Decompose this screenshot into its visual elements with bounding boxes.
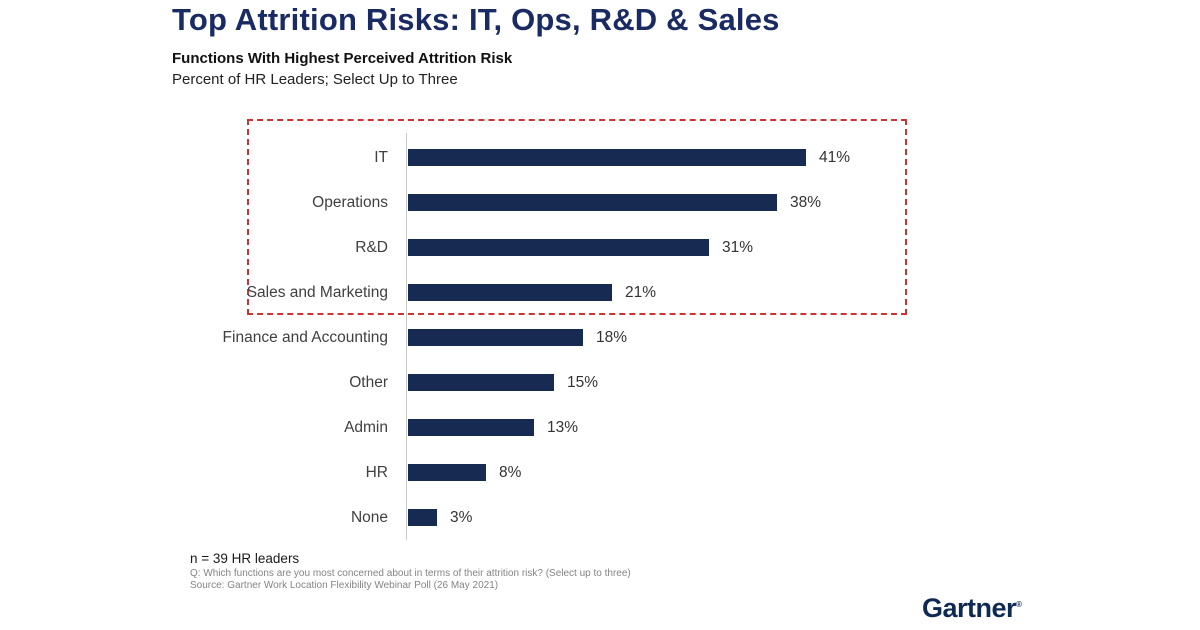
value-label: 41% [819,148,851,166]
bar [408,239,709,256]
chart-row: Operations 38% [0,180,960,225]
category-label: IT [374,148,388,166]
chart-row: IT 41% [0,135,960,180]
bar-chart: IT 41% Operations 38% R&D 31% Sales and Market… [0,135,960,540]
category-label: Operations [312,193,388,211]
value-label: 8% [499,463,522,481]
question-note: Q: Which functions are you most concerne… [190,568,631,579]
chart-row: HR 8% [0,450,960,495]
bar [408,509,437,526]
bar [408,419,534,436]
bar [408,194,777,211]
bar [408,284,612,301]
bar [408,464,486,481]
category-label: Admin [344,418,388,436]
value-label: 31% [722,238,754,256]
chart-row: None 3% [0,495,960,540]
chart-subtitle-bold: Functions With Highest Perceived Attriti… [172,50,513,67]
category-label: R&D [355,238,388,256]
category-label: Sales and Marketing [246,283,388,301]
chart-row: Admin 13% [0,405,960,450]
value-label: 13% [547,418,579,436]
chart-row: Sales and Marketing 21% [0,270,960,315]
value-label: 38% [790,193,822,211]
chart-axis-line [406,133,407,540]
category-label: Other [349,373,388,391]
sample-size-note: n = 39 HR leaders [190,551,300,566]
page-title: Top Attrition Risks: IT, Ops, R&D & Sale… [172,2,780,37]
bar [408,374,554,391]
chart-row: Other 15% [0,360,960,405]
registered-mark: ® [1016,600,1022,609]
value-label: 21% [625,283,657,301]
category-label: Finance and Accounting [222,328,388,346]
chart-subtitle: Percent of HR Leaders; Select Up to Thre… [172,71,458,88]
source-note: Source: Gartner Work Location Flexibilit… [190,580,499,591]
bar [408,149,806,166]
value-label: 15% [567,373,599,391]
value-label: 3% [450,508,473,526]
bar [408,329,583,346]
category-label: None [350,508,388,526]
category-label: HR [365,463,388,481]
chart-row: Finance and Accounting 18% [0,315,960,360]
highlight-box [247,119,907,315]
chart-row: R&D 31% [0,225,960,270]
value-label: 18% [596,328,628,346]
gartner-logo: Gartner® [922,593,1022,624]
gartner-logo-text: Gartner [922,593,1017,623]
